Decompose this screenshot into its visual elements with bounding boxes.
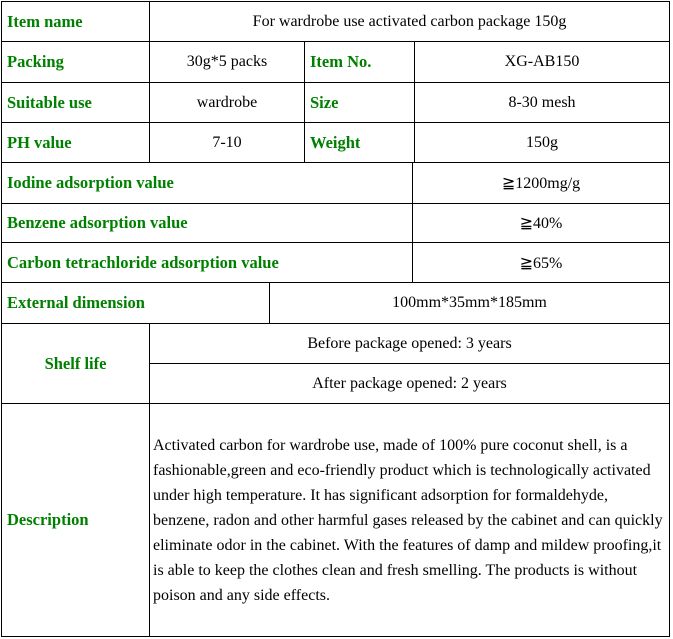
benzene-label: Benzene adsorption value [1, 203, 413, 243]
packing-label: Packing [1, 41, 150, 83]
size-value: 8-30 mesh [414, 82, 670, 123]
suitable-use-value: wardrobe [149, 82, 305, 123]
iodine-value: ≧1200mg/g [412, 162, 670, 204]
ph-label: PH value [1, 122, 150, 163]
description-text: Activated carbon for wardrobe use, made … [149, 403, 670, 637]
weight-value: 150g [414, 122, 670, 163]
ccl4-value: ≧65% [412, 242, 670, 283]
shelf-life-after: After package opened: 2 years [149, 363, 670, 404]
weight-label: Weight [304, 122, 415, 163]
dimension-value: 100mm*35mm*185mm [269, 282, 670, 324]
ccl4-label: Carbon tetrachloride adsorption value [1, 242, 413, 283]
size-label: Size [304, 82, 415, 123]
description-label: Description [1, 403, 150, 637]
shelf-life-label: Shelf life [1, 323, 150, 404]
item-no-label: Item No. [304, 41, 415, 83]
shelf-life-before: Before package opened: 3 years [149, 323, 670, 364]
dimension-label: External dimension [1, 282, 270, 324]
ph-value: 7-10 [149, 122, 305, 163]
item-name-value: For wardrobe use activated carbon packag… [149, 1, 670, 42]
packing-value: 30g*5 packs [149, 41, 305, 83]
item-name-label: Item name [1, 1, 150, 42]
benzene-value: ≧40% [412, 203, 670, 243]
iodine-label: Iodine adsorption value [1, 162, 413, 204]
suitable-use-label: Suitable use [1, 82, 150, 123]
item-no-value: XG-AB150 [414, 41, 670, 83]
